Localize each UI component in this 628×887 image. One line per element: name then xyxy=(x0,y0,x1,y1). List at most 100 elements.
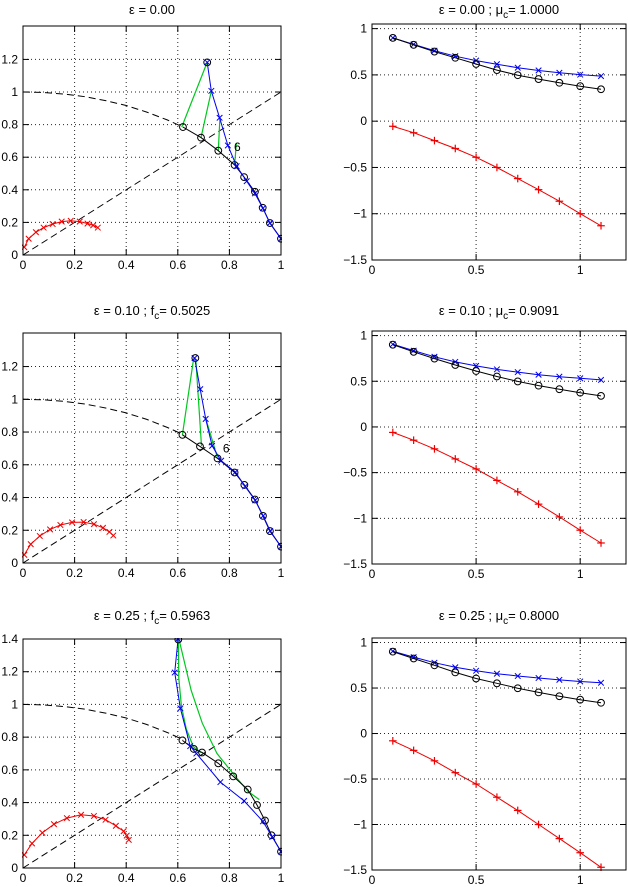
axes-box xyxy=(371,330,627,565)
circle-marker xyxy=(451,668,460,677)
y-tick-label: −0.5 xyxy=(343,466,367,480)
title-plot-right-eps025: ε = 0.25 ; μc= 0.8000 xyxy=(372,608,626,627)
title-subscript: c xyxy=(154,616,160,627)
green-trajectory-outer-line xyxy=(178,640,260,801)
circle-marker xyxy=(576,695,585,704)
plot-right-eps010: 0 0.5 1 −1.5 −1 −0.5 0 0.5 1 xyxy=(343,329,627,581)
x-marker xyxy=(597,376,605,384)
green-connector-1-line xyxy=(181,359,195,435)
y-tick-label: 0.5 xyxy=(350,68,367,82)
x-marker xyxy=(84,220,91,227)
circle-marker xyxy=(555,692,564,701)
circle-marker xyxy=(198,748,206,757)
mu-middle-black-circles-line xyxy=(392,344,602,397)
mu-middle-black-circles-line xyxy=(392,651,602,704)
title-subscript: c xyxy=(503,311,509,322)
mu-lower-red-plus-line xyxy=(392,125,602,227)
identity-line-dashed-line xyxy=(22,398,282,564)
x-marker xyxy=(452,53,459,60)
target-curve-black-circles-line xyxy=(182,739,282,852)
identity-line-dashed-line xyxy=(22,703,282,869)
upper-curve-blue-x-line xyxy=(194,357,282,547)
x-tick-label: 0 xyxy=(20,258,27,272)
x-tick-label: 0 xyxy=(20,566,27,580)
x-tick-label: 0.5 xyxy=(468,263,485,277)
x-marker xyxy=(123,832,130,839)
x-marker xyxy=(493,670,501,677)
x-tick-label: 1 xyxy=(278,871,285,885)
green-connector-2 xyxy=(195,360,203,447)
upper-curve-blue-x-line xyxy=(174,638,282,852)
y-tick-label: −1.5 xyxy=(343,557,367,571)
y-tick-label: 0.2 xyxy=(1,828,18,842)
y-tick-label: 1 xyxy=(360,329,367,343)
plot-left-eps025: 0 0.2 0.4 0.6 0.8 1 0 0.2 0.4 0.6 0.8 1 1.2 1.4 xyxy=(1,632,284,885)
x-tick-label: 0.6 xyxy=(169,566,186,580)
x-marker xyxy=(110,532,117,539)
circle-marker xyxy=(178,736,187,745)
point-annotation: 6 xyxy=(223,442,230,456)
y-tick-label: 0 xyxy=(11,248,18,262)
mu-upper-blue-x xyxy=(389,648,605,686)
circle-marker xyxy=(243,785,252,794)
x-marker xyxy=(577,678,584,685)
x-marker xyxy=(67,217,74,224)
x-marker xyxy=(243,178,250,185)
title-text-post: = 0.5025 xyxy=(159,303,211,318)
plot-left-eps000: 0 0.2 0.4 0.6 0.8 1 0 0.2 0.4 0.6 0.8 1 1.2 6 xyxy=(1,25,285,272)
identity-line-dashed xyxy=(22,91,282,256)
x-marker xyxy=(535,371,542,378)
x-marker xyxy=(493,61,501,68)
mu-lower-red-plus-line xyxy=(392,740,602,868)
circle-marker xyxy=(430,354,439,363)
y-tick-label: 0 xyxy=(360,727,367,741)
upper-curve-blue-x xyxy=(191,354,282,550)
circle-marker xyxy=(555,385,564,394)
x-marker xyxy=(90,521,98,528)
identity-line-dashed-line xyxy=(22,91,282,256)
y-tick-label: 1.4 xyxy=(1,632,18,646)
circle-marker xyxy=(259,511,267,520)
y-tick-label: 0.8 xyxy=(1,730,18,744)
point-annotation: 6 xyxy=(234,140,241,154)
upper-curve-blue-x xyxy=(204,59,282,242)
unit-circle-arc-dashed-line xyxy=(22,91,184,128)
x-marker xyxy=(102,816,109,823)
x-marker xyxy=(472,667,480,674)
circle-marker xyxy=(555,78,564,87)
circle-marker xyxy=(597,391,605,400)
x-marker xyxy=(224,142,232,149)
x-marker xyxy=(187,742,194,750)
x-marker xyxy=(90,222,97,229)
circle-marker xyxy=(388,340,397,349)
unit-circle-arc-dashed xyxy=(22,398,184,435)
identity-line-dashed xyxy=(22,703,282,869)
x-marker xyxy=(202,415,209,423)
y-tick-label: 0.5 xyxy=(350,374,367,388)
x-marker xyxy=(58,218,65,225)
y-tick-label: 1.2 xyxy=(1,665,18,679)
circle-marker xyxy=(493,66,501,74)
x-tick-label: 0.2 xyxy=(66,566,83,580)
y-tick-label: 1 xyxy=(11,392,18,406)
circle-marker xyxy=(534,75,543,83)
x-marker xyxy=(90,812,98,820)
circle-marker xyxy=(266,219,274,227)
x-marker xyxy=(389,648,396,655)
x-marker xyxy=(46,526,54,533)
x-marker xyxy=(493,366,501,373)
circle-marker xyxy=(240,173,249,181)
x-marker xyxy=(260,512,267,520)
x-marker xyxy=(577,375,584,382)
mu-upper-blue-x xyxy=(389,341,605,384)
x-marker xyxy=(217,457,225,464)
y-tick-label: 1.2 xyxy=(1,52,18,66)
title-text-post: = 0.9091 xyxy=(508,303,560,318)
green-connector-2-line xyxy=(200,91,212,138)
x-marker xyxy=(22,851,28,858)
y-tick-label: 1 xyxy=(11,85,18,99)
x-marker xyxy=(36,532,43,540)
green-trajectory-outer xyxy=(178,640,260,801)
y-tick-label: 0.5 xyxy=(350,681,367,695)
